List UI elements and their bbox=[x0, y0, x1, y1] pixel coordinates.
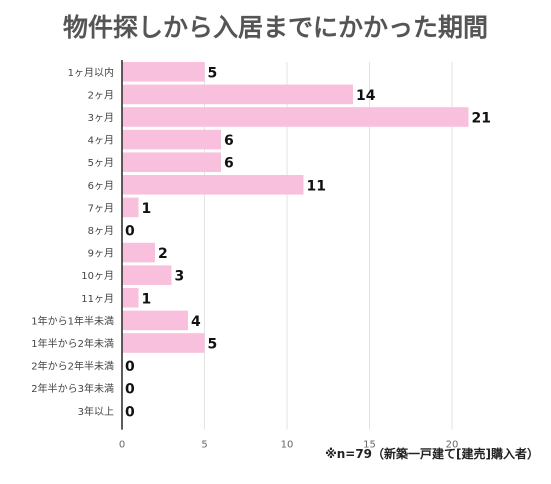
bar bbox=[122, 84, 353, 105]
chart-title: 物件探しから入居までにかかった期間 bbox=[62, 13, 488, 42]
sample-note: ※n=79（新築一戸建て[建売]購入者） bbox=[325, 447, 539, 461]
bar bbox=[122, 107, 469, 127]
bar bbox=[122, 333, 205, 353]
value-label: 5 bbox=[208, 65, 218, 81]
x-tick-label: 10 bbox=[281, 440, 294, 451]
category-label: 2年半から3年未満 bbox=[31, 382, 114, 395]
bar bbox=[122, 288, 139, 308]
category-label: 1年から1年半未満 bbox=[31, 314, 114, 327]
category-label: 2ヶ月 bbox=[88, 89, 114, 101]
x-tick-label: 15 bbox=[363, 440, 376, 451]
bar bbox=[122, 310, 188, 331]
category-label: 3ヶ月 bbox=[88, 112, 114, 124]
x-tick-label: 5 bbox=[201, 440, 207, 451]
category-label: 5ヶ月 bbox=[88, 157, 114, 169]
category-label: 2年から2年半未満 bbox=[31, 360, 114, 373]
category-label: 8ヶ月 bbox=[88, 225, 114, 237]
value-label: 0 bbox=[125, 224, 135, 240]
value-label: 3 bbox=[175, 269, 185, 285]
category-label: 10ヶ月 bbox=[81, 270, 114, 282]
value-label: 0 bbox=[125, 359, 135, 375]
category-label: 3年以上 bbox=[78, 405, 114, 418]
bar bbox=[122, 62, 205, 82]
category-label: 7ヶ月 bbox=[88, 202, 114, 214]
bar bbox=[122, 152, 221, 172]
value-label: 6 bbox=[224, 133, 234, 149]
value-label: 14 bbox=[356, 88, 376, 104]
bar bbox=[122, 175, 304, 195]
category-label: 4ヶ月 bbox=[88, 135, 114, 147]
value-label: 0 bbox=[125, 382, 135, 398]
value-label: 2 bbox=[158, 246, 168, 262]
value-label: 4 bbox=[191, 314, 201, 330]
category-label: 11ヶ月 bbox=[81, 293, 114, 305]
x-tick-label: 0 bbox=[119, 440, 125, 451]
value-label: 11 bbox=[307, 178, 326, 194]
value-label: 5 bbox=[208, 337, 218, 353]
value-label: 0 bbox=[125, 404, 135, 420]
category-label: 6ヶ月 bbox=[88, 180, 114, 192]
category-label: 1年半から2年未満 bbox=[31, 337, 114, 350]
bar bbox=[122, 197, 139, 218]
bar bbox=[122, 129, 221, 150]
value-label: 1 bbox=[142, 201, 152, 217]
category-label: 1ヶ月以内 bbox=[68, 66, 114, 79]
value-label: 1 bbox=[142, 291, 152, 307]
value-label: 6 bbox=[224, 156, 234, 172]
value-label: 21 bbox=[472, 111, 491, 127]
bar bbox=[122, 242, 155, 263]
bar bbox=[122, 265, 172, 285]
category-label: 9ヶ月 bbox=[88, 248, 114, 260]
x-tick-label: 20 bbox=[446, 440, 459, 451]
